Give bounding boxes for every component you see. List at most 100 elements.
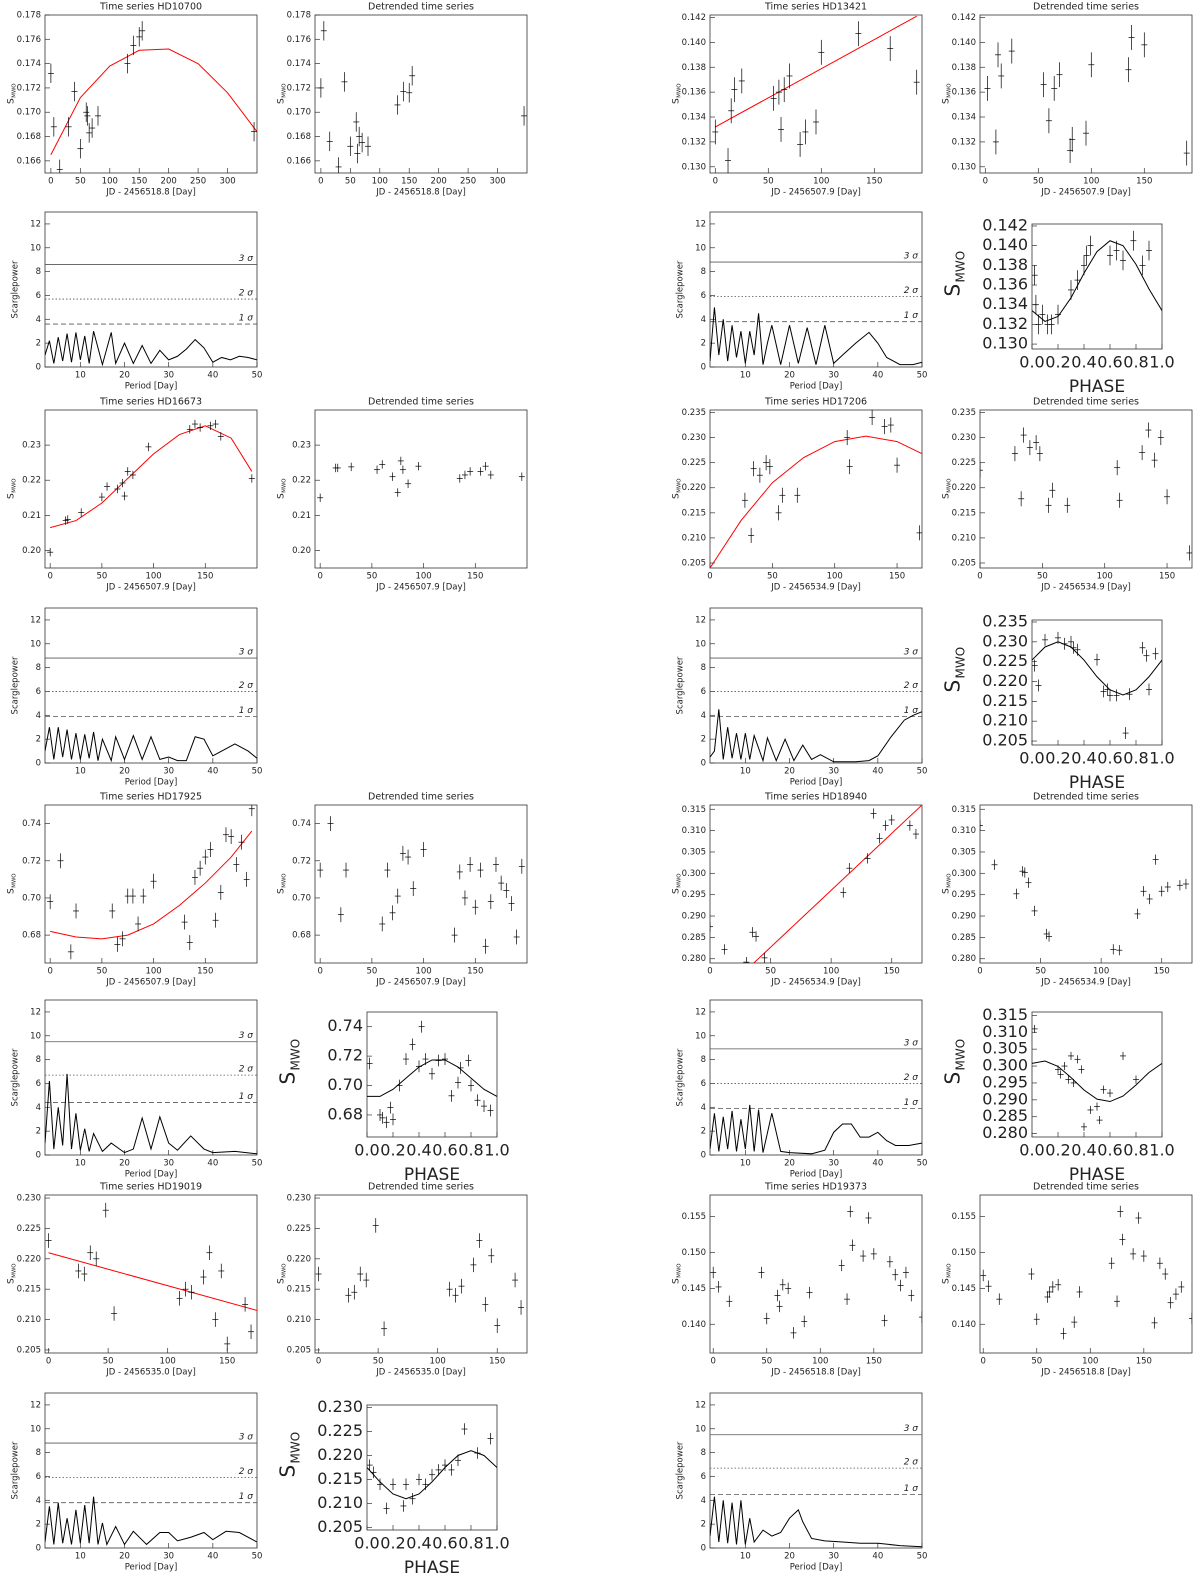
y-tick-label: 4 <box>701 315 706 325</box>
plot-frame <box>709 804 923 964</box>
plot-frame <box>44 211 258 368</box>
panel: 0.0 0.2 0.4 0.6 0.8 1.0 0.68 0.70 0.72 0.74 PHASE S… <box>276 1011 510 1185</box>
y-tick-label: 0.225 <box>982 651 1028 670</box>
panel: Detrended time series 0 50 100 150 0.205 0.210… <box>277 1182 528 1378</box>
panel: Detrended time series 0 50 100 150 200 250 300 0… <box>277 2 528 198</box>
fit-curve <box>367 1059 497 1097</box>
x-axis-label: PHASE <box>1069 377 1125 397</box>
x-tick-label: 40 <box>207 371 218 381</box>
y-axis-label-sub: MWO <box>12 478 18 492</box>
y-tick-label: 0.72 <box>22 856 41 866</box>
x-tick-label: 50 <box>1035 967 1046 977</box>
plot-area <box>1032 1024 1162 1131</box>
y-axis-label: Scarglepower <box>676 656 686 714</box>
x-tick-label: 40 <box>207 1159 218 1169</box>
y-tick-label: 4 <box>701 1496 706 1506</box>
plot-frame <box>979 1194 1193 1354</box>
threshold-label: 3 σ <box>904 648 919 658</box>
x-tick-label: 150 <box>219 1357 235 1367</box>
plot-area <box>45 657 257 763</box>
x-tick-label: 0.2 <box>380 1141 405 1160</box>
x-tick-label: 1.0 <box>1149 353 1174 372</box>
x-tick-label: 0.0 <box>1019 1141 1044 1160</box>
y-tick-label: 2 <box>701 339 706 349</box>
y-tick-label: 0.210 <box>682 533 706 543</box>
y-axis-label: S <box>942 493 952 499</box>
y-axis-label: S <box>941 1072 965 1085</box>
y-axis-label-sub: MWO <box>954 1039 968 1071</box>
y-tick-label: 0.140 <box>682 38 706 48</box>
y-tick-label: 0.315 <box>982 1005 1028 1024</box>
y-tick-label: 0.22 <box>292 476 311 486</box>
y-tick-label: 0.138 <box>952 63 976 73</box>
y-tick-label: 0.68 <box>292 931 311 941</box>
y-tick-label: 0.225 <box>287 1224 311 1234</box>
fit-curve <box>1032 240 1162 323</box>
periodogram-line <box>45 331 257 367</box>
fit-curve <box>367 1450 497 1500</box>
y-tick-label: 0.140 <box>952 38 976 48</box>
y-tick-label: 0.68 <box>327 1104 363 1123</box>
y-tick-label: 2 <box>701 1127 706 1137</box>
y-tick-label: 0.23 <box>292 441 311 451</box>
x-tick-label: 0.6 <box>1097 1141 1122 1160</box>
y-tick-label: 0.74 <box>292 819 311 829</box>
y-tick-label: 4 <box>36 315 41 325</box>
y-tick-label: 12 <box>30 615 41 625</box>
x-tick-label: 0 <box>47 967 52 977</box>
x-tick-label: 150 <box>197 967 213 977</box>
y-tick-label: 0.210 <box>17 1315 41 1325</box>
x-tick-label: 0 <box>316 1357 321 1367</box>
x-tick-label: 20 <box>119 1552 130 1562</box>
threshold-label: 1 σ <box>904 706 919 716</box>
y-tick-label: 12 <box>30 1007 41 1017</box>
panel: 10 20 30 40 50 0 2 4 6 8 10 12 Period [Day] Scarglepo… <box>676 1392 927 1573</box>
y-tick-label: 0.230 <box>287 1194 311 1204</box>
plot-area <box>710 1048 922 1155</box>
x-axis-label: JD - 2456534.9 [Day] <box>770 583 861 593</box>
y-tick-label: 6 <box>36 1472 41 1482</box>
y-tick-label: 12 <box>30 219 41 229</box>
threshold-label: 3 σ <box>239 1433 254 1443</box>
y-tick-label: 0.170 <box>17 108 41 118</box>
y-axis-label-sub: MWO <box>677 83 683 97</box>
y-axis-label-sub: MWO <box>282 873 288 887</box>
y-tick-label: 0.72 <box>292 856 311 866</box>
y-axis-label: S <box>672 1278 682 1284</box>
plot-area <box>47 805 255 960</box>
y-tick-label: 0.138 <box>982 255 1028 274</box>
x-tick-label: 0.2 <box>1045 749 1070 768</box>
periodogram-line <box>710 709 922 763</box>
x-tick-label: 50 <box>765 967 776 977</box>
x-tick-label: 50 <box>252 1552 263 1562</box>
plot-frame <box>709 1392 923 1549</box>
x-axis-label: PHASE <box>1069 1165 1125 1185</box>
y-tick-label: 0.72 <box>327 1046 363 1065</box>
y-tick-label: 0.168 <box>17 132 41 142</box>
y-tick-label: 0.136 <box>682 88 706 98</box>
x-tick-label: 0 <box>317 967 322 977</box>
threshold-label: 2 σ <box>904 1073 919 1083</box>
y-axis-label: S <box>277 888 287 894</box>
x-tick-label: 50 <box>103 1357 114 1367</box>
y-tick-label: 0.168 <box>287 132 311 142</box>
panel: Detrended time series 0 50 100 150 0.68 0.70 0.… <box>277 792 528 988</box>
x-axis-label: JD - 2456518.8 [Day] <box>375 188 466 198</box>
plot-area <box>710 805 922 963</box>
periodogram-line <box>45 1073 257 1155</box>
plot-area <box>315 1218 525 1336</box>
y-axis-label: S <box>942 1278 952 1284</box>
x-tick-label: 30 <box>163 1159 174 1169</box>
x-tick-label: 0 <box>46 1357 51 1367</box>
x-tick-label: 30 <box>828 767 839 777</box>
panel-title: Time series HD10700 <box>99 2 202 13</box>
fit-curve <box>50 425 253 529</box>
y-tick-label: 2 <box>36 735 41 745</box>
x-tick-label: 20 <box>784 371 795 381</box>
y-axis-label: S <box>672 98 682 104</box>
y-tick-label: 0.225 <box>17 1224 41 1234</box>
y-tick-label: 0.295 <box>682 890 706 900</box>
y-axis-label-sub: MWO <box>947 83 953 97</box>
panel: Time series HD16673 0 50 100 150 0.20 0.21 0.22… <box>7 397 258 593</box>
